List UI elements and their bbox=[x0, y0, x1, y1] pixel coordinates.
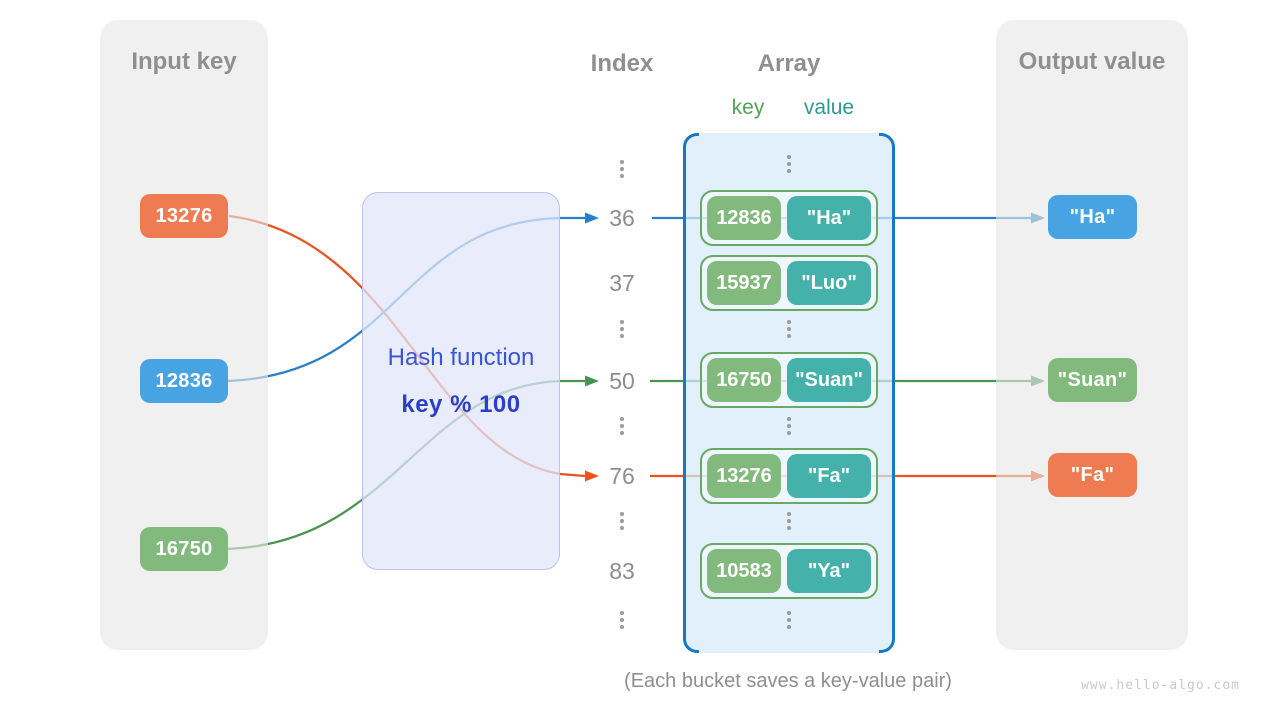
bucket-key: 12836 bbox=[707, 196, 781, 240]
hash-function-title: Hash function bbox=[387, 344, 535, 371]
arrow-line-into-76 bbox=[559, 472, 586, 478]
ellipsis-icon bbox=[781, 320, 797, 338]
diagram-caption: (Each bucket saves a key-value pair) bbox=[624, 670, 952, 692]
index-83: 83 bbox=[609, 558, 635, 584]
bucket-value: "Ya" bbox=[787, 549, 871, 593]
array-key-header: key bbox=[731, 96, 765, 119]
arrowhead-into-50 bbox=[585, 375, 599, 387]
output-value-fa: "Fa" bbox=[1048, 453, 1137, 497]
ellipsis-icon bbox=[614, 512, 630, 530]
index-column-title: Index bbox=[590, 50, 654, 77]
ellipsis-icon bbox=[781, 611, 797, 629]
bucket-key: 16750 bbox=[707, 358, 781, 402]
index-50: 50 bbox=[609, 368, 635, 394]
ellipsis-icon bbox=[614, 611, 630, 629]
bucket-key: 10583 bbox=[707, 549, 781, 593]
ellipsis-icon bbox=[614, 160, 630, 178]
ellipsis-icon bbox=[614, 417, 630, 435]
input-key-12836: 12836 bbox=[140, 359, 228, 403]
bucket-16750-suan: 16750 "Suan" bbox=[700, 352, 878, 408]
hash-function-box bbox=[362, 192, 560, 570]
bucket-15937-luo: 15937 "Luo" bbox=[700, 255, 878, 311]
bucket-key: 13276 bbox=[707, 454, 781, 498]
output-value-title: Output value bbox=[1018, 48, 1166, 75]
index-37: 37 bbox=[609, 270, 635, 296]
bucket-12836-ha: 12836 "Ha" bbox=[700, 190, 878, 246]
output-value-ha: "Ha" bbox=[1048, 195, 1137, 239]
bucket-10583-ya: 10583 "Ya" bbox=[700, 543, 878, 599]
bucket-value: "Luo" bbox=[787, 261, 871, 305]
bucket-key: 15937 bbox=[707, 261, 781, 305]
input-key-13276: 13276 bbox=[140, 194, 228, 238]
bucket-value: "Fa" bbox=[787, 454, 871, 498]
ellipsis-icon bbox=[781, 155, 797, 173]
ellipsis-icon bbox=[781, 512, 797, 530]
bucket-value: "Ha" bbox=[787, 196, 871, 240]
watermark: www.hello-algo.com bbox=[1081, 678, 1240, 693]
hash-function-formula: key % 100 bbox=[401, 391, 521, 418]
output-value-suan: "Suan" bbox=[1048, 358, 1137, 402]
input-key-title: Input key bbox=[131, 48, 237, 75]
array-bracket-right bbox=[879, 133, 895, 653]
array-column-title: Array bbox=[757, 50, 821, 77]
arrowhead-into-76 bbox=[585, 470, 599, 482]
bucket-13276-fa: 13276 "Fa" bbox=[700, 448, 878, 504]
index-76: 76 bbox=[609, 463, 635, 489]
arrowhead-into-36 bbox=[585, 212, 599, 224]
index-36: 36 bbox=[609, 205, 635, 231]
output-value-panel bbox=[996, 20, 1188, 650]
bucket-value: "Suan" bbox=[787, 358, 871, 402]
array-bracket-left bbox=[683, 133, 699, 653]
input-key-16750: 16750 bbox=[140, 527, 228, 571]
ellipsis-icon bbox=[614, 320, 630, 338]
ellipsis-icon bbox=[781, 417, 797, 435]
array-value-header: value bbox=[803, 96, 855, 119]
